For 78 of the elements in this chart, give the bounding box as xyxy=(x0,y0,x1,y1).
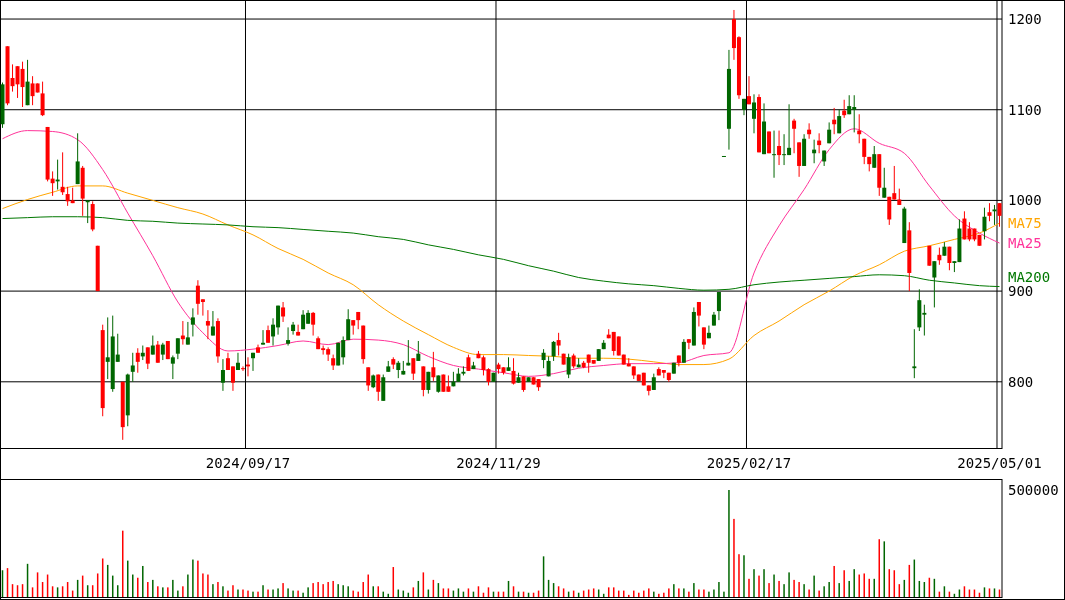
series-label: MA200 xyxy=(1008,269,1051,286)
y-tick-label: 900 xyxy=(1008,283,1034,300)
candlestick xyxy=(772,130,777,179)
candlestick xyxy=(912,328,917,379)
candlestick xyxy=(175,337,180,360)
candlestick xyxy=(681,338,686,364)
candlestick xyxy=(696,301,701,327)
candlestick xyxy=(416,340,421,362)
candlestick xyxy=(296,324,301,337)
candlestick xyxy=(130,352,135,383)
candlestick xyxy=(286,326,291,347)
candlestick xyxy=(346,308,351,341)
candlestick xyxy=(220,358,225,392)
candlestick xyxy=(155,340,160,364)
candlestick xyxy=(701,326,706,350)
candlestick xyxy=(566,353,571,379)
candlestick xyxy=(421,365,426,397)
candlestick xyxy=(145,346,150,370)
line-series xyxy=(2,128,1000,377)
candlestick xyxy=(381,374,386,402)
candlestick xyxy=(150,335,155,356)
candlestick xyxy=(411,357,416,381)
candlestick xyxy=(962,210,967,240)
candlestick xyxy=(541,348,546,369)
candlestick xyxy=(797,141,802,178)
candlestick xyxy=(716,291,721,321)
candlestick xyxy=(997,202,1002,228)
candlestick xyxy=(747,75,751,105)
candlestick xyxy=(782,133,787,166)
candlestick xyxy=(887,196,892,226)
candlestick xyxy=(872,145,877,169)
candlestick xyxy=(291,321,296,336)
candlestick xyxy=(992,204,997,226)
candlestick xyxy=(932,260,937,308)
candlestick xyxy=(281,301,286,323)
candlestick xyxy=(431,351,436,382)
candlestick xyxy=(205,309,210,340)
candlestick xyxy=(982,207,987,240)
candlestick xyxy=(190,307,195,337)
candlestick xyxy=(240,365,245,372)
y-tick-label: 1100 xyxy=(1008,101,1042,118)
x-tick-label: 2024/11/29 xyxy=(456,455,541,471)
series-label: MA25 xyxy=(1008,234,1042,251)
candlestick xyxy=(686,338,691,350)
candlestick xyxy=(556,332,561,356)
candlestick xyxy=(366,366,371,392)
candlestick xyxy=(210,310,215,337)
candlestick xyxy=(311,311,316,337)
candlestick xyxy=(75,132,80,185)
candlestick xyxy=(777,130,782,166)
x-tick-label: 2025/02/17 xyxy=(706,455,792,471)
candlestick xyxy=(185,321,190,346)
candlestick xyxy=(376,374,381,402)
candlestick xyxy=(25,59,30,106)
candlestick xyxy=(135,347,140,374)
x-tick-label: 2025/05/01 xyxy=(957,455,1042,471)
line-series xyxy=(2,216,1000,291)
candlestick xyxy=(706,325,711,339)
candlestick xyxy=(60,151,65,196)
x-tick-label: 2024/09/17 xyxy=(205,455,291,471)
candlestick xyxy=(170,355,175,380)
y-tick-label: 1000 xyxy=(1008,192,1042,209)
candlestick xyxy=(792,118,797,154)
y-tick-label: 1200 xyxy=(1008,10,1042,27)
candlestick xyxy=(862,138,867,165)
candlestick xyxy=(551,340,556,362)
candlestick xyxy=(987,202,992,222)
candlestick xyxy=(40,81,45,117)
y-tick-label: 800 xyxy=(1008,373,1034,390)
text: 500000 xyxy=(1008,481,1059,498)
candlestick xyxy=(235,352,240,371)
series-label: MA75 xyxy=(1008,214,1042,231)
candlestick xyxy=(261,329,266,346)
candlestick xyxy=(20,61,25,108)
candlestick xyxy=(882,167,887,199)
candlestick xyxy=(752,93,757,134)
candlestick xyxy=(511,357,516,386)
candlestick xyxy=(85,199,90,224)
